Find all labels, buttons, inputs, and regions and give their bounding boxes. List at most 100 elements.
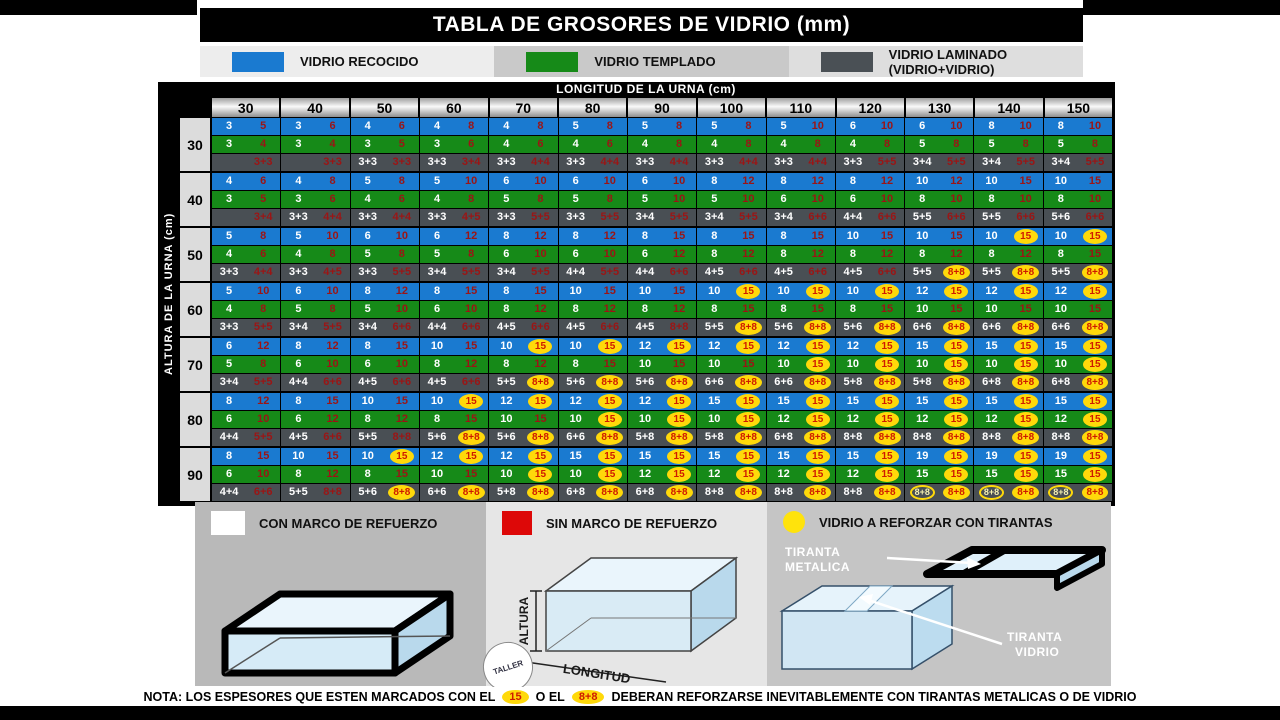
thickness-cell: 5+6 8+8 xyxy=(559,374,628,391)
thickness-cell: 5+8 8+8 xyxy=(628,429,698,446)
thickness-cell: 15 15 xyxy=(836,448,906,465)
thickness-cell: 8+8 8+8 xyxy=(767,484,836,501)
column-header: 140 xyxy=(975,98,1043,117)
thickness-cell: 3+3 4+4 xyxy=(281,209,351,226)
column-header: 110 xyxy=(767,98,835,117)
note-prefix: NOTA: LOS ESPESORES QUE ESTEN MARCADOS C… xyxy=(143,689,496,704)
thickness-cell: 5 10 xyxy=(281,228,351,245)
thickness-cell: 6+8 8+8 xyxy=(628,484,698,501)
thickness-cell: 8 12 xyxy=(767,246,836,263)
row-recocido: 6 12 8 12 8 15 10 15 10 15 10 15 12 15 12 15 12 15 12 15 15 1… xyxy=(212,338,1112,356)
thickness-cell: 8+8 8+8 xyxy=(905,429,975,446)
row-laminado: 3+3 3+3 3+3 3+3 3+3 3+4 3+3 4+4 3+3 4+4 3+3 4+4 3+3 4… xyxy=(212,154,1112,171)
thickness-cell: 5 10 xyxy=(628,191,698,208)
row-templado: 3 5 3 6 4 6 4 8 5 8 5 8 5 10 5 10 6 10 6 10 8 10 8 10 8 10 xyxy=(212,191,1112,209)
table-blocks: 30 3 5 3 6 4 6 4 8 4 8 5 8 5 8 5 8 5 10 6 10 6 10 8 10 8 10 3 4 3 4 3 5 3… xyxy=(180,118,1112,503)
legend-label: VIDRIO LAMINADO (VIDRIO+VIDRIO) xyxy=(888,46,1008,77)
thickness-table: ALTURA DE LA URNA (cm) LONGITUD DE LA UR… xyxy=(158,82,1115,506)
templado-color-swatch xyxy=(526,51,579,72)
thickness-cell: 6+6 8+8 xyxy=(697,374,767,391)
thickness-cell: 10 15 xyxy=(697,283,767,300)
thickness-cell: 8 15 xyxy=(767,301,836,318)
thickness-cell: 8 15 xyxy=(559,356,628,373)
thickness-cell: 12 15 xyxy=(697,466,767,483)
thickness-cell: 5+6 8+8 xyxy=(489,429,559,446)
thickness-cell: 6 12 xyxy=(420,228,490,245)
thickness-cell: 10 15 xyxy=(489,466,559,483)
row-header: 60 xyxy=(180,283,212,336)
plain-tank-diagram: ALTURA LONGITUD xyxy=(517,556,739,686)
thickness-cell: 15 15 xyxy=(974,338,1044,355)
thickness-cell: 4+5 6+6 xyxy=(351,374,420,391)
thickness-cell: 15 15 xyxy=(697,448,767,465)
note-badge-8plus8: 8+8 xyxy=(571,689,605,704)
column-header: 90 xyxy=(628,98,696,117)
thickness-cell: 3+4 xyxy=(212,209,282,226)
thickness-cell: 3+3 5+5 xyxy=(836,154,906,171)
thickness-cell: 12 15 xyxy=(489,393,559,410)
note-badge-15: 15 xyxy=(502,689,529,704)
thickness-cell: 5+5 8+8 xyxy=(974,264,1044,281)
thickness-cell: 12 15 xyxy=(559,393,628,410)
thickness-cell: 3+3 4+5 xyxy=(281,264,351,281)
thickness-cell: 15 15 xyxy=(905,393,975,410)
thickness-cell: 8 12 xyxy=(351,283,420,300)
thickness-cell: 6 10 xyxy=(212,466,282,483)
thickness-cell: 6+8 8+8 xyxy=(767,429,836,446)
column-header-row: 30 40 50 60 70 80 90 100 110 120 130 140 150 xyxy=(180,98,1113,117)
thickness-cell: 8 12 xyxy=(281,466,351,483)
thickness-cell: 10 15 xyxy=(905,301,975,318)
thickness-cell: 8 12 xyxy=(489,228,559,245)
thickness-cell: 10 15 xyxy=(559,466,628,483)
thickness-cell: 3+3 3+4 xyxy=(420,154,490,171)
thickness-cell: 3+3 5+5 xyxy=(489,209,559,226)
thickness-cell: 10 15 xyxy=(697,356,767,373)
row-templado: 5 8 6 10 6 10 8 12 8 12 8 15 10 15 10 15 10 15 10 15 10 15 10 1… xyxy=(212,356,1112,374)
thickness-cell: 8+8 8+8 xyxy=(697,484,767,501)
thickness-cell: 8 10 xyxy=(1057,120,1102,132)
thickness-cell: 8 12 xyxy=(974,246,1044,263)
thickness-cell: 6 10 xyxy=(905,118,975,135)
thickness-cell: 8+8 8+8 xyxy=(974,429,1044,446)
thickness-cell: 10 15 xyxy=(697,411,767,428)
thickness-cell: 8 15 xyxy=(489,283,559,300)
row-laminado: 3+4 5+5 4+4 6+6 4+5 6+6 4+5 6+6 5+5 8+8 5+6 8+8 5+6 8… xyxy=(212,374,1112,391)
thickness-cell: 8 12 xyxy=(697,173,767,190)
altura-block: 40 4 6 4 8 5 8 5 10 6 10 6 10 6 10 8 12 8 12 8 12 10 12 10 15 10 1… xyxy=(180,173,1112,228)
thickness-cell: 6 12 xyxy=(628,246,698,263)
thickness-cell: 8+8 8+8 xyxy=(836,429,906,446)
red-square-swatch xyxy=(502,511,532,535)
thickness-cell: 12 15 xyxy=(836,338,906,355)
column-header: 40 xyxy=(281,98,349,117)
thickness-cell: 3+3 xyxy=(212,154,282,171)
page-title: TABLA DE GROSORES DE VIDRIO (mm) xyxy=(200,8,1083,42)
thickness-cell: 3+3 4+4 xyxy=(489,154,559,171)
thickness-cell: 5+5 8+8 xyxy=(1044,264,1112,281)
thickness-cell: 10 15 xyxy=(420,466,490,483)
thickness-cell: 8 15 xyxy=(420,283,490,300)
tiranta-metalica-label-2: METALICA xyxy=(785,560,850,574)
note-suffix: DEBERAN REFORZARSE INEVITABLEMENTE CON T… xyxy=(611,689,1137,704)
thickness-cell: 5+8 8+8 xyxy=(836,374,906,391)
thickness-cell: 5+5 8+8 xyxy=(281,484,351,501)
thickness-cell: 10 12 xyxy=(905,173,975,190)
thickness-cell: 4+4 6+6 xyxy=(420,319,490,336)
thickness-cell: 4+5 6+6 xyxy=(489,319,559,336)
thickness-cell: 6 12 xyxy=(281,411,351,428)
glass-type-legend: VIDRIO RECOCIDO VIDRIO TEMPLADO VIDRIO L… xyxy=(200,46,1083,77)
thickness-cell: 3+3 4+5 xyxy=(420,209,490,226)
row-header: 80 xyxy=(180,393,212,446)
thickness-cell: 15 15 xyxy=(767,393,836,410)
thickness-cell: 8 12 xyxy=(420,356,490,373)
row-header: 70 xyxy=(180,338,212,391)
